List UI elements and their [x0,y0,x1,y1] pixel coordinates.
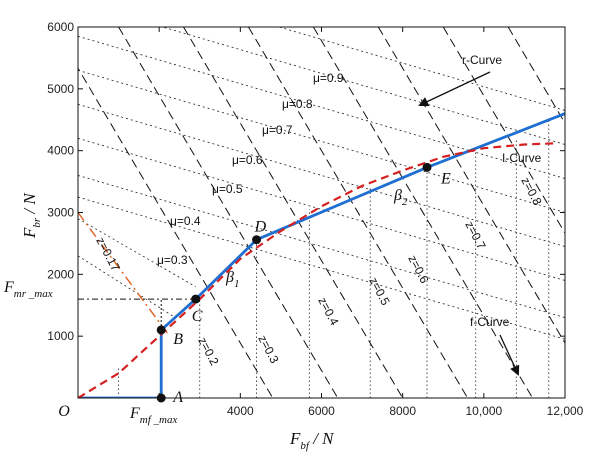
line-labels-group: μ=0.3μ=0.4μ=0.5μ=0.6μ=0.7μ=0.8μ=0.9z=0.1… [93,71,544,368]
i-curve-label: I-Curve [502,151,542,165]
mu-line-label: μ=0.8 [282,97,313,111]
x-tick-label: 6000 [308,404,335,418]
y-tick-label: 1000 [47,329,74,343]
point-a-label: A [172,389,183,406]
y-tick-label: 5000 [47,82,74,96]
z-lines-group [78,27,600,398]
z-line [377,27,565,345]
f-curve-arrow [499,334,520,376]
y-tick-label: 6000 [47,20,74,34]
point-e-label: E [440,170,451,187]
mu-line-label: μ=0.6 [232,153,263,167]
key-points-group: A BC D E [156,162,451,406]
point-b-marker [156,325,166,335]
point-c-label: C [192,308,203,325]
fmr-max-label: Fmr _max [3,279,53,300]
mu-line-label: μ=0.4 [170,214,201,228]
x-tick-label: O [58,403,70,420]
i-curve-line [78,142,557,398]
z-line [312,27,533,398]
x-axis-title-unit: / N [309,429,335,448]
z-line [248,27,469,398]
z-line [183,27,404,398]
vertical-dotted-lines-group [118,120,550,398]
beta2-label: β2 [393,187,408,208]
x-tick-label: 4000 [227,404,254,418]
point-a-marker [156,393,166,403]
x-tick-label: 12,000 [547,404,584,418]
beta1-label: β1 [225,269,239,290]
point-e-marker [422,162,432,172]
r-curve-arrow [418,71,491,107]
fmf-max-label: Fmf _max [129,405,177,426]
mu-line-label: μ=0.5 [212,182,243,196]
z-line [118,27,339,398]
x-tick-label: 8000 [389,404,416,418]
y-axis-title-subscript: br [31,217,43,228]
z-line [573,27,600,398]
f-curve-label: f-Curve [470,315,510,329]
fmr-max-subscript: mr _max [14,288,53,300]
y-axis-title: Fbr / N [20,192,43,239]
x-tick-label: 10,000 [465,404,502,418]
point-d-marker [252,235,262,245]
mu-line [78,255,176,318]
mu-line-label: μ=0.9 [313,71,344,85]
y-tick-label: 3000 [47,206,74,220]
point-d-label: D [254,219,267,236]
point-c-marker [191,294,201,304]
x-axis-title: Fbf / N [289,429,335,452]
z-line [507,27,565,125]
x-axis-title-subscript: bf [300,440,311,452]
mu-lines-group [78,27,565,340]
y-tick-label: 2000 [47,267,74,281]
axis-ticks-group: O 4000 6000 8000 10,000 12,000 1000 2000 3000 400… [47,20,583,420]
z-line [78,67,274,398]
y-tick-label: 4000 [47,144,74,158]
mu-line-label: μ=0.3 [157,253,188,267]
z-017-line [78,212,168,334]
r-curve-label: r-Curve [462,53,502,67]
point-b-label: B [173,331,183,348]
beta2-subscript: 2 [402,196,408,208]
mu-line-label: μ=0.7 [262,123,293,137]
beta1-subscript: 1 [234,278,240,290]
z-line [442,27,565,235]
y-axis-title-unit: / N [20,192,39,218]
fmf-max-subscript: mf _max [140,414,178,426]
